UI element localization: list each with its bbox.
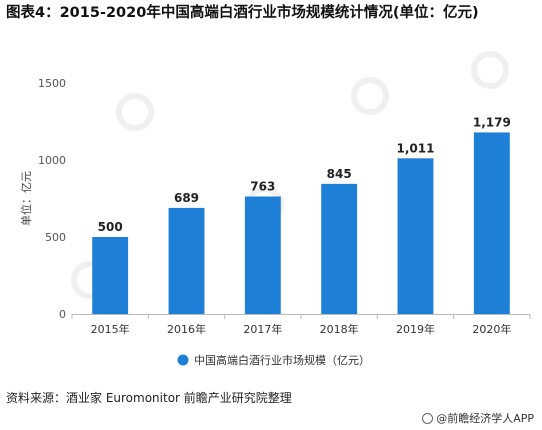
bar	[168, 207, 205, 314]
chart-title: 图表4：2015-2020年中国高端白酒行业市场规模统计情况(单位：亿元)	[6, 5, 479, 21]
data-label: 1,179	[473, 115, 511, 129]
x-tick-label: 2020年	[472, 322, 511, 336]
legend: 中国高端白酒行业市场规模（亿元）	[177, 353, 370, 367]
watermark-layer	[71, 51, 509, 299]
bar	[321, 183, 358, 314]
legend-label: 中国高端白酒行业市场规模（亿元）	[194, 353, 370, 367]
y-tick-label: 500	[45, 231, 66, 244]
legend-swatch	[177, 354, 189, 366]
x-tick-label: 2019年	[396, 322, 435, 336]
x-tick-label: 2017年	[243, 322, 282, 336]
data-labels: 500 689 763 845 1,011 1,179	[98, 115, 511, 234]
data-label: 1,011	[397, 141, 435, 155]
x-tick-label: 2016年	[167, 322, 206, 336]
bar	[244, 196, 281, 314]
y-tick-label: 1500	[38, 77, 66, 90]
x-tick-label: 2018年	[320, 322, 359, 336]
y-axis: 0 500 1000 1500 单位：亿元	[19, 77, 66, 321]
y-tick-label: 0	[59, 308, 66, 321]
data-label: 689	[174, 191, 199, 205]
brand-text: @前瞻经济学人APP	[436, 412, 534, 425]
watermark-logo-icon	[471, 51, 509, 89]
source-note: 资料来源：酒业家 Euromonitor 前瞻产业研究院整理	[6, 391, 292, 405]
data-label: 500	[98, 220, 123, 234]
y-tick-label: 1000	[38, 154, 66, 167]
bar	[92, 237, 129, 314]
brand-footer: @前瞻经济学人APP	[422, 410, 534, 426]
data-label: 763	[250, 179, 275, 193]
bar	[473, 132, 510, 314]
bar-series	[92, 132, 510, 314]
watermark-logo-icon	[116, 93, 154, 131]
data-label: 845	[327, 167, 352, 181]
brand-logo-icon	[422, 412, 434, 424]
x-axis: 2015年 2016年 2017年 2018年 2019年 2020年	[71, 314, 531, 336]
watermark-logo-icon	[351, 77, 389, 115]
x-tick-label: 2015年	[91, 322, 130, 336]
bar	[397, 158, 434, 314]
y-axis-label: 单位：亿元	[19, 171, 33, 226]
